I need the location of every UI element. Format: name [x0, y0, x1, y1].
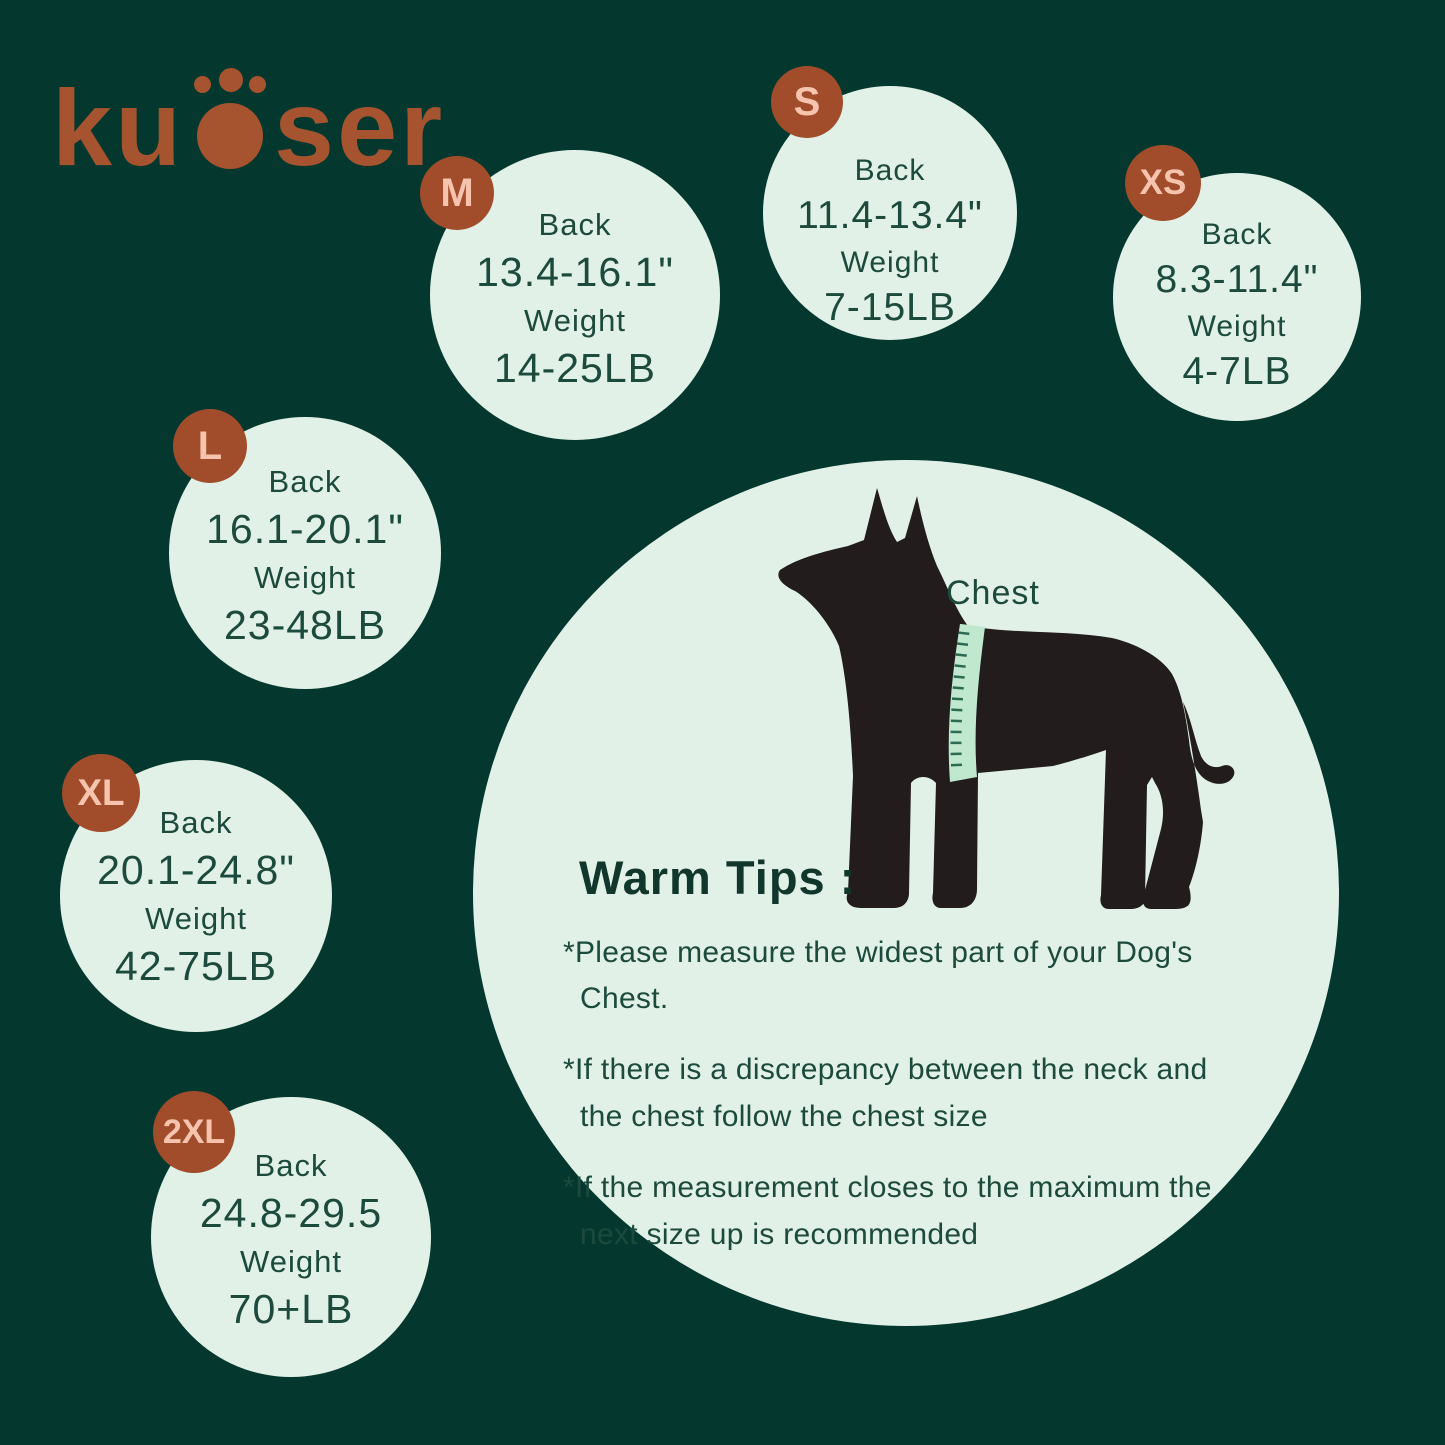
size-circle-xl: XL Back 20.1-24.8" Weight 42-75LB [60, 754, 332, 1032]
weight-label: Weight [1187, 309, 1287, 343]
back-label: Back [254, 1148, 328, 1184]
back-label: Back [268, 464, 342, 500]
warm-tips-section: Warm Tips : *Please measure the widest p… [563, 852, 1235, 1282]
weight-range-s: 7-15LB [824, 285, 956, 329]
size-badge-2xl: 2XL [153, 1091, 235, 1173]
paw-icon [190, 62, 270, 170]
weight-label: Weight [254, 559, 356, 595]
dog-silhouette [778, 488, 1235, 909]
size-badge-m: M [420, 156, 494, 230]
back-range-m: 13.4-16.1" [476, 249, 674, 296]
chest-label: Chest [946, 574, 1040, 612]
back-range-l: 16.1-20.1" [206, 506, 404, 553]
back-label: Back [159, 805, 233, 841]
warm-tips-heading: Warm Tips : [579, 851, 857, 904]
size-badge-xl: XL [62, 754, 140, 832]
size-circle-s: S Back 11.4-13.4" Weight 7-15LB [763, 66, 1017, 340]
size-circle-2xl: 2XL Back 24.8-29.5 Weight 70+LB [151, 1091, 431, 1377]
back-range-s: 11.4-13.4" [797, 193, 983, 237]
warm-tip-1: *Please measure the widest part of your … [563, 935, 1193, 1016]
weight-range-2xl: 70+LB [228, 1285, 354, 1332]
size-badge-l: L [173, 409, 247, 483]
weight-label: Weight [145, 900, 247, 936]
weight-range-xs: 4-7LB [1182, 349, 1292, 393]
size-circle-xs: XS Back 8.3-11.4" Weight 4-7LB [1113, 145, 1361, 421]
weight-label: Weight [240, 1243, 342, 1279]
weight-label: Weight [524, 302, 626, 338]
size-circle-l: L Back 16.1-20.1" Weight 23-48LB [169, 409, 441, 689]
dog-body [778, 488, 1235, 909]
back-range-xl: 20.1-24.8" [97, 847, 295, 894]
logo-text-left: ku [52, 66, 185, 188]
brand-logo: ku ser [52, 52, 446, 188]
weight-range-xl: 42-75LB [114, 942, 277, 989]
back-range-xs: 8.3-11.4" [1155, 257, 1319, 301]
back-label: Back [1201, 217, 1273, 251]
warm-tip-3: *If the measurement closes to the maximu… [563, 1170, 1212, 1251]
logo-text-right: ser [274, 66, 446, 188]
weight-range-l: 23-48LB [223, 601, 386, 648]
back-label: Back [854, 153, 926, 187]
size-badge-s: S [771, 66, 843, 138]
back-label: Back [538, 207, 612, 243]
back-range-2xl: 24.8-29.5 [199, 1190, 383, 1237]
weight-label: Weight [840, 245, 940, 279]
warm-tip-2: *If there is a discrepancy between the n… [563, 1053, 1208, 1134]
size-badge-xs: XS [1125, 145, 1201, 221]
size-circle-m: M Back 13.4-16.1" Weight 14-25LB [420, 150, 720, 440]
weight-range-m: 14-25LB [493, 344, 656, 391]
